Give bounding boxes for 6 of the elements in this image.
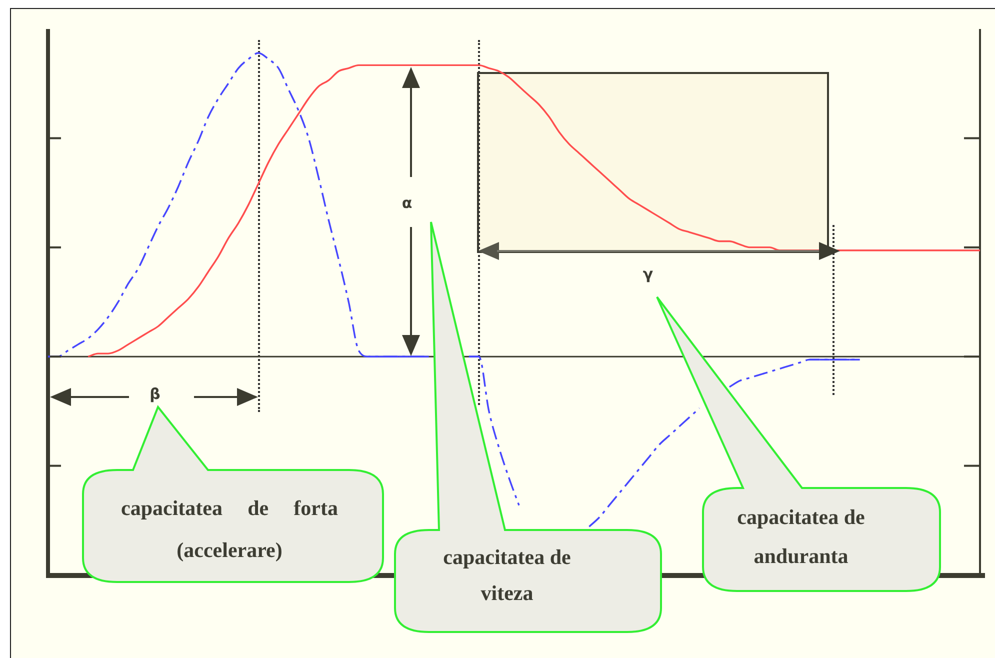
annotation: capacitatea de anduranta: [736, 504, 866, 570]
annotation: capacitatea de forta (accelerare): [121, 495, 338, 564]
annotation: β: [150, 385, 160, 403]
annotation: γ: [642, 265, 654, 283]
text: capacitatea de viteza: [442, 544, 572, 607]
annotation: α: [402, 194, 412, 212]
